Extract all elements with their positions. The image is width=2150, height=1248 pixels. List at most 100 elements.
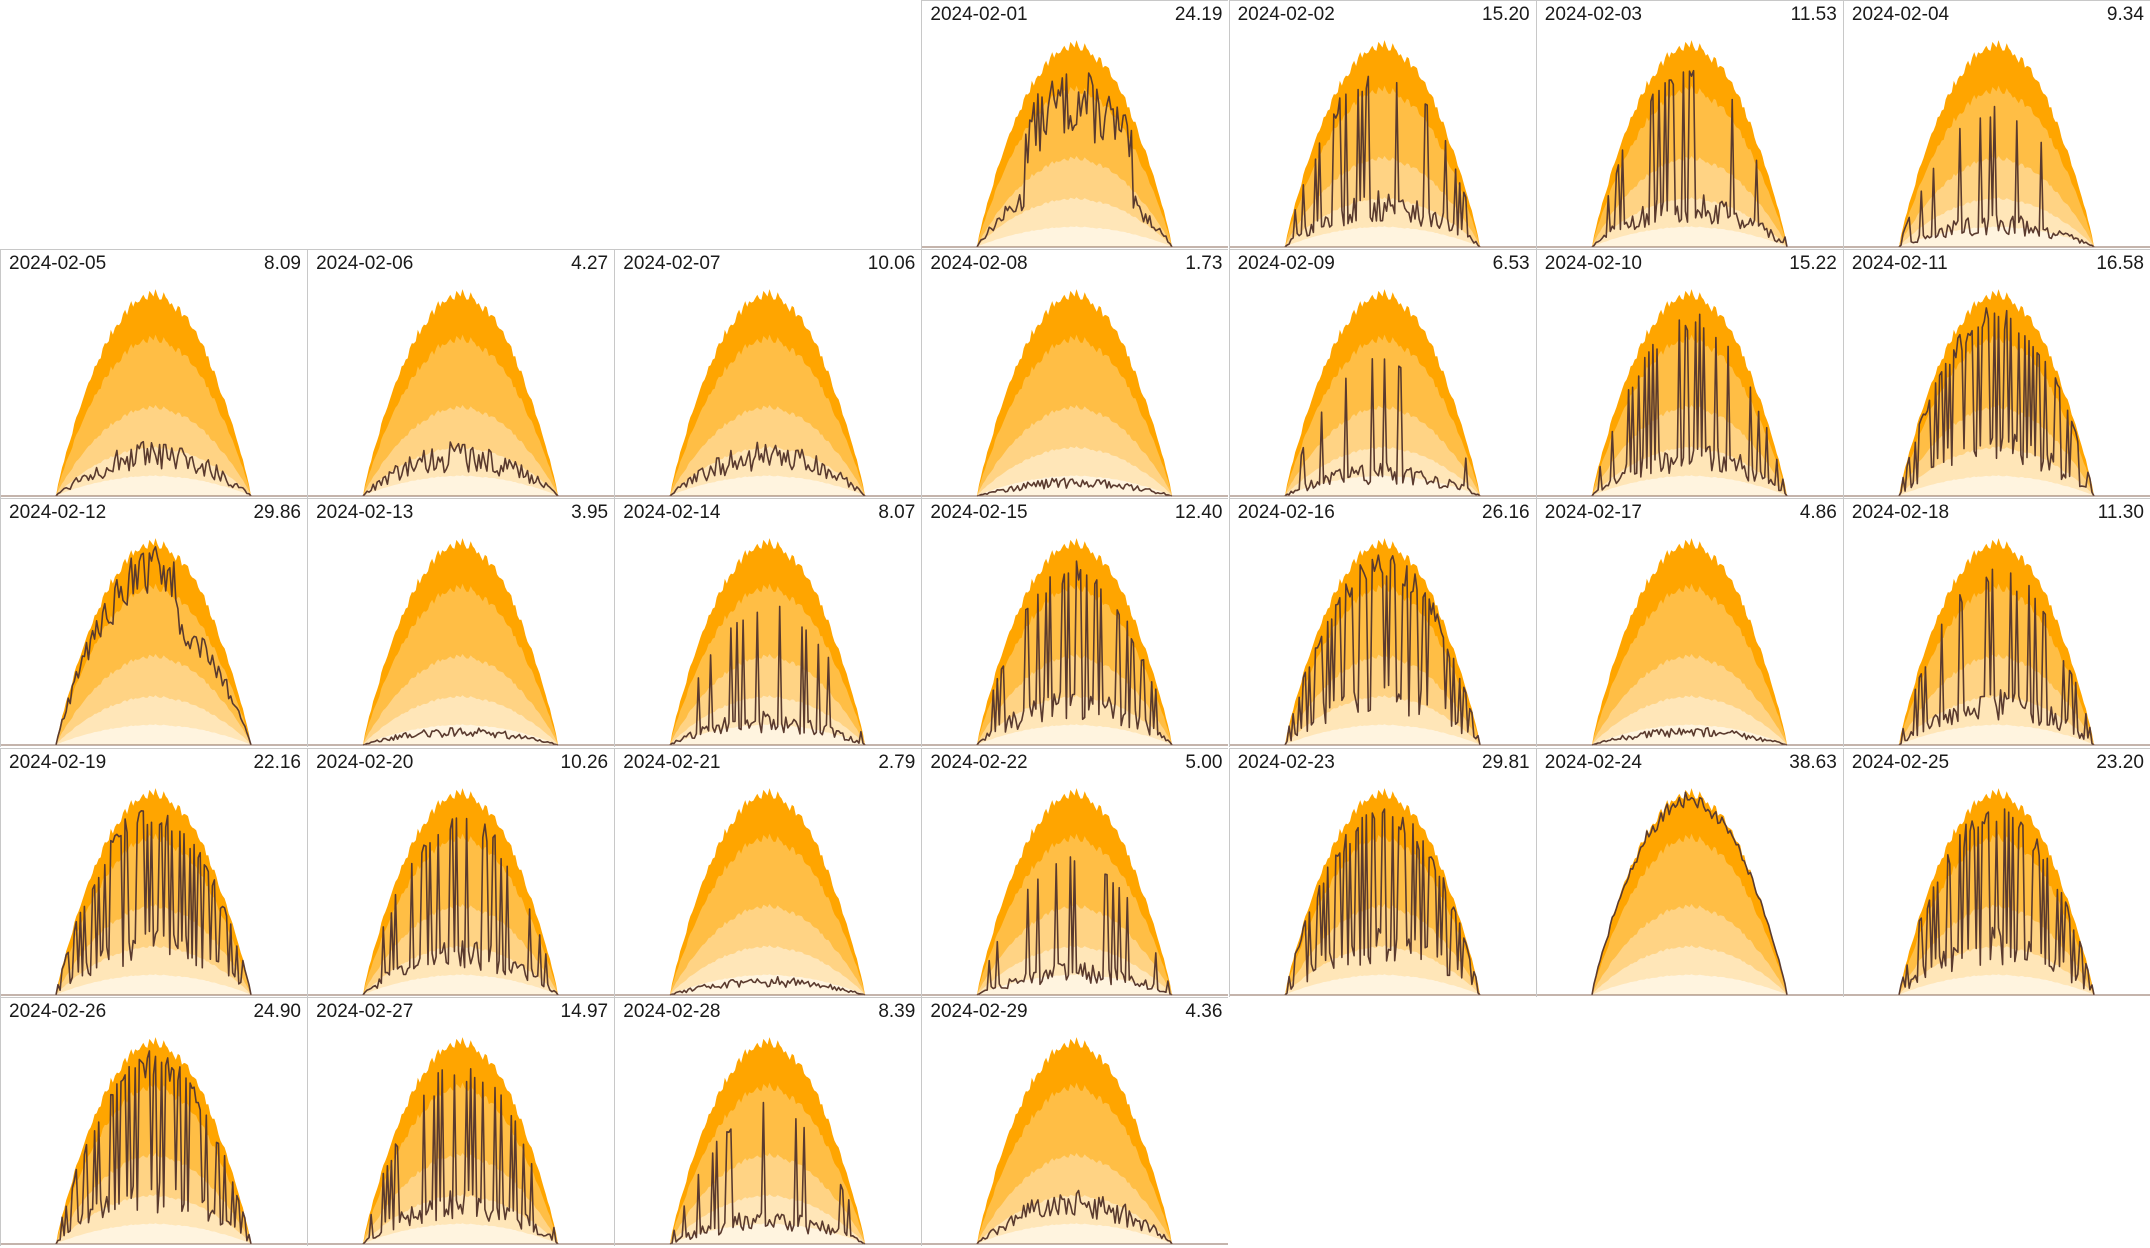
actual-line [362, 816, 559, 996]
day-panel: 2024-02-22 5.00 [921, 747, 1229, 997]
day-panel: 2024-02-07 10.06 [614, 249, 922, 499]
band-inner [977, 1223, 1173, 1244]
band-inner [977, 973, 1173, 995]
actual-line [55, 809, 252, 995]
day-panel: 2024-02-08 1.73 [921, 249, 1229, 499]
day-panel: 2024-02-02 15.20 [1228, 0, 1536, 249]
day-panel: 2024-02-12 29.86 [0, 498, 307, 748]
total-label: 24.19 [1174, 4, 1223, 25]
date-label: 2024-02-02 [1237, 4, 1335, 25]
actual-line [1284, 807, 1481, 996]
day-plot [922, 787, 1229, 996]
date-label: 2024-02-17 [1544, 502, 1642, 524]
band-inner [977, 226, 1173, 247]
band-inner [1591, 724, 1787, 746]
day-panel: 2024-02-13 3.95 [307, 498, 615, 748]
day-panel: 2024-02-25 23.20 [1842, 747, 2150, 997]
day-plot [1843, 538, 2150, 747]
band-inner [977, 724, 1173, 746]
date-label: 2024-02-11 [1851, 253, 1948, 275]
day-panel: 2024-02-03 11.53 [1535, 0, 1843, 249]
total-label: 10.06 [867, 253, 916, 275]
date-label: 2024-02-23 [1237, 751, 1335, 773]
day-plot [922, 289, 1229, 497]
day-panel: 2024-02-18 11.30 [1842, 498, 2150, 748]
day-panel: 2024-02-29 4.36 [921, 996, 1229, 1246]
band-inner [1898, 226, 2094, 247]
date-label: 2024-02-18 [1851, 502, 1950, 524]
date-label: 2024-02-26 [9, 1000, 107, 1022]
day-panel: 2024-02-14 8.07 [614, 498, 922, 748]
date-label: 2024-02-08 [930, 253, 1028, 275]
total-label: 9.34 [2106, 4, 2144, 25]
total-label: 6.53 [1492, 253, 1530, 275]
actual-line [1591, 727, 1788, 747]
total-label: 4.86 [1799, 502, 1837, 524]
band-inner [1284, 973, 1480, 995]
date-label: 2024-02-29 [930, 1000, 1028, 1022]
band-inner [56, 1223, 251, 1244]
band-inner [1591, 226, 1787, 247]
total-label: 4.36 [1185, 1000, 1223, 1022]
day-panel: 2024-02-21 2.79 [614, 747, 922, 997]
total-label: 15.22 [1789, 253, 1837, 275]
actual-line [1591, 791, 1788, 995]
day-panel: 2024-02-17 4.86 [1535, 498, 1843, 748]
actual-line [55, 1049, 252, 1245]
day-panel: 2024-02-11 16.58 [1842, 249, 2150, 499]
total-label: 8.09 [264, 253, 301, 275]
actual-line [976, 72, 1174, 248]
day-panel: 2024-02-01 24.19 [921, 0, 1229, 249]
date-label: 2024-02-14 [623, 502, 721, 524]
band-inner [1284, 226, 1480, 247]
band-inner [1284, 475, 1480, 497]
total-label: 15.20 [1482, 4, 1530, 25]
actual-line [669, 441, 866, 497]
band-inner [1591, 475, 1787, 497]
date-label: 2024-02-05 [9, 253, 107, 275]
total-label: 26.16 [1482, 502, 1530, 524]
band-inner [56, 973, 251, 995]
day-plot [922, 1036, 1229, 1245]
date-label: 2024-02-06 [316, 253, 414, 275]
total-label: 29.81 [1482, 751, 1530, 773]
actual-line [362, 1067, 559, 1245]
day-panel: 2024-02-09 6.53 [1228, 249, 1536, 499]
total-label: 29.86 [253, 502, 301, 524]
band-inner [670, 973, 866, 995]
day-plot [922, 538, 1229, 746]
actual-line [1898, 568, 2095, 747]
total-label: 24.90 [253, 1000, 301, 1022]
day-panel: 2024-02-23 29.81 [1228, 747, 1536, 997]
date-label: 2024-02-27 [316, 1000, 414, 1022]
band-inner [1898, 724, 2094, 746]
actual-line [55, 546, 252, 746]
band-inner [1591, 973, 1787, 995]
band-inner [670, 1223, 866, 1244]
total-label: 16.58 [2096, 253, 2144, 275]
day-panel: 2024-02-06 4.27 [307, 249, 615, 499]
band-inner [363, 1223, 559, 1244]
band-inner [1284, 724, 1480, 746]
actual-line [977, 855, 1173, 996]
date-label: 2024-02-28 [623, 1000, 721, 1022]
day-panel: 2024-02-15 12.40 [921, 498, 1229, 748]
total-label: 38.63 [1789, 751, 1837, 773]
band-inner [363, 724, 559, 746]
total-label: 8.07 [878, 502, 916, 524]
band-inner [670, 475, 866, 497]
band-inner [363, 475, 559, 497]
band-inner [670, 724, 866, 746]
actual-line [1284, 358, 1481, 497]
date-label: 2024-02-19 [9, 751, 107, 773]
band-inner [1898, 475, 2094, 497]
total-label: 1.73 [1185, 253, 1223, 275]
date-label: 2024-02-12 [9, 502, 107, 524]
day-plot [615, 289, 922, 497]
date-label: 2024-02-13 [316, 502, 414, 524]
actual-line [1898, 105, 2095, 248]
day-panel: 2024-02-19 22.16 [0, 747, 307, 997]
day-plot [1843, 787, 2150, 996]
day-panel: 2024-02-24 38.63 [1535, 747, 1843, 997]
